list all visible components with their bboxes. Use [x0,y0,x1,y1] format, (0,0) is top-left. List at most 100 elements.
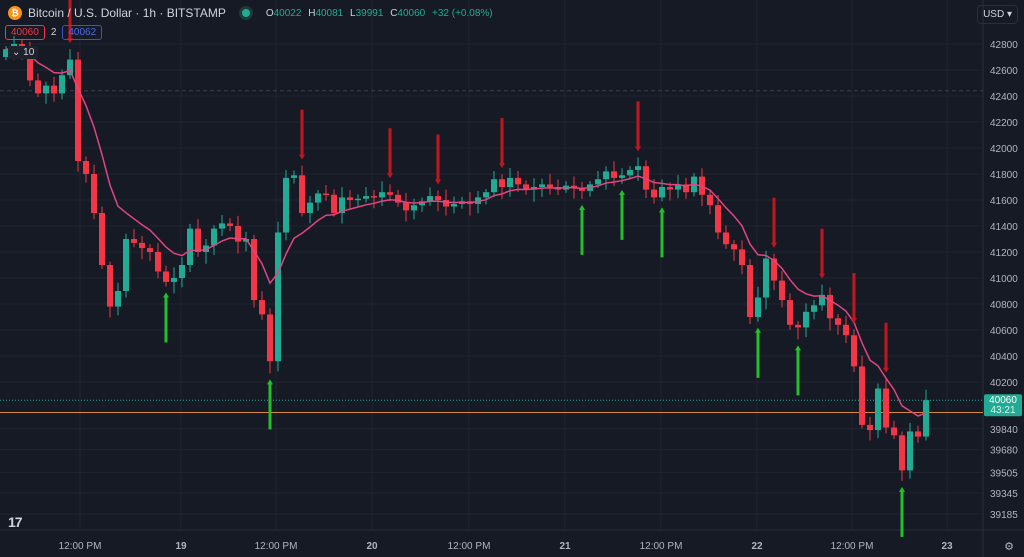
indicator-line [5,47,927,417]
candle-body [131,239,137,243]
candle-body [491,179,497,193]
currency-select[interactable]: USD ▾ [977,5,1018,24]
candle-body [683,184,689,193]
candle-body [675,184,681,190]
candle-body [715,205,721,233]
candle-body [331,194,337,213]
trade-buttons: 40060 2 40062 [5,25,103,40]
sell-arrow-head [299,154,305,160]
candle-body [515,177,521,185]
y-tick-label: 41800 [990,170,1018,181]
y-tick-label: 39680 [990,446,1018,457]
y-tick-label: 42800 [990,40,1018,51]
candle-body [427,196,433,202]
candle-body [347,197,353,200]
candle-body [579,188,585,191]
candle-body [747,265,753,317]
candle-body [755,297,761,317]
candle-body [723,232,729,245]
candle-body [243,239,249,242]
candle-body [299,175,305,213]
tradingview-logo[interactable]: 17 [8,514,23,530]
candle-body [3,49,9,57]
y-tick-label: 42600 [990,66,1018,77]
candle-body [235,226,241,242]
candle-body [395,194,401,203]
symbol-title[interactable]: Bitcoin / U.S. Dollar · 1h · BITSTAMP [28,6,226,20]
candle-body [835,318,841,325]
buy-arrow-head [619,189,625,195]
x-tick-label: 22 [751,541,763,552]
candle-body [75,59,81,161]
x-tick-label: 12:00 PM [640,541,683,552]
countdown-label: 43:21 [990,405,1015,416]
y-tick-label: 41200 [990,248,1018,259]
buy-arrow-head [755,327,761,333]
candle-body [371,196,377,198]
candle-body [227,223,233,226]
candle-body [91,174,97,213]
x-tick-label: 12:00 PM [255,541,298,552]
gear-icon[interactable]: ⚙ [1004,541,1014,553]
candle-body [827,294,833,319]
candle-body [155,252,161,272]
bitcoin-icon: ₿ [8,6,22,20]
market-status-icon [241,9,250,17]
candle-body [667,187,673,190]
candle-body [859,366,865,425]
candle-body [171,278,177,282]
sell-arrow-head [883,367,889,373]
y-tick-label: 40400 [990,352,1018,363]
candle-body [763,258,769,298]
chevron-down-icon[interactable]: ⌄ [12,47,21,58]
candle-body [251,239,257,301]
candle-body [115,291,121,307]
sell-button[interactable]: 40060 [5,25,45,40]
candle-body [539,184,545,187]
candle-body [363,196,369,199]
candle-body [339,197,345,213]
x-tick-label: 12:00 PM [831,541,874,552]
candle-body [659,187,665,198]
candle-body [819,294,825,306]
y-tick-label: 39345 [990,489,1018,500]
candle-body [51,85,57,94]
candle-body [203,245,209,252]
y-tick-label: 40600 [990,326,1018,337]
candle-body [139,242,145,249]
buy-arrow-head [267,379,273,385]
candle-body [571,185,577,189]
candle-body [219,223,225,229]
candle-body [283,177,289,233]
sell-arrow-head [387,173,393,179]
candle-body [619,175,625,178]
candle-body [147,248,153,252]
candle-body [27,51,33,81]
sell-arrow-head [635,146,641,152]
sell-arrow-head [499,163,505,169]
candle-body [443,200,449,207]
y-tick-label: 42400 [990,92,1018,103]
y-tick-label: 41600 [990,196,1018,207]
candle-body [899,435,905,471]
buy-button[interactable]: 40062 [62,25,103,40]
candle-body [411,205,417,211]
candle-body [635,166,641,171]
candle-body [707,194,713,206]
candle-body [739,249,745,265]
candle-body [355,198,361,201]
x-tick-label: 12:00 PM [59,541,102,552]
indicator-legend[interactable]: ⌄ 10 [8,46,39,59]
candle-body [291,175,297,178]
candle-body [83,161,89,174]
candle-body [43,85,49,94]
candle-body [643,166,649,190]
sell-arrow-head [819,273,825,279]
candle-body [67,59,73,76]
candle-body [851,335,857,367]
buy-arrow-head [795,345,801,351]
candle-body [611,171,617,178]
y-tick-label: 40800 [990,300,1018,311]
candle-body [595,179,601,185]
